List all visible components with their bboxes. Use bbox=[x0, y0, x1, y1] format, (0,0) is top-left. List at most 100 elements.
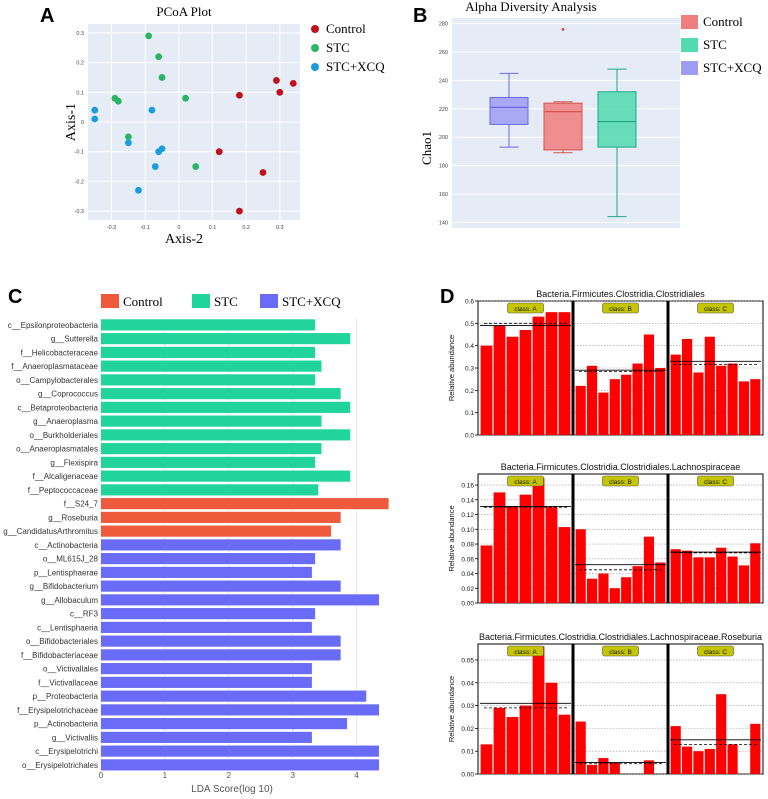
lda-bar bbox=[101, 690, 367, 702]
box-outlier bbox=[561, 27, 565, 31]
alpha-y-tick: 140 bbox=[439, 220, 448, 226]
lda-bar bbox=[101, 745, 380, 757]
lda-legend-swatch bbox=[101, 294, 119, 308]
lda-legend-label: Control bbox=[123, 294, 163, 309]
pcoa-legend-marker bbox=[311, 63, 319, 71]
pcoa-point-stc bbox=[145, 32, 152, 40]
alpha-y-label: Chao1 bbox=[419, 131, 434, 165]
abundance-bar bbox=[532, 646, 545, 774]
pcoa-point-stc bbox=[182, 94, 189, 102]
lda-category-label: g__Allobaculum bbox=[41, 596, 98, 605]
abundance-chart-2: Bacteria.Firmicutes.Clostridia.Clostridi… bbox=[447, 462, 764, 608]
lda-bar bbox=[101, 580, 341, 592]
abundance-y-tick: 0.14 bbox=[461, 497, 474, 504]
lda-bar bbox=[101, 566, 312, 578]
lda-x-tick: 3 bbox=[291, 771, 296, 780]
lda-category-label: p__Lentisphaerae bbox=[34, 568, 99, 577]
pcoa-x-tick: 0 bbox=[177, 225, 180, 231]
abundance-bar bbox=[493, 492, 506, 603]
pcoa-y-tick: -0.2 bbox=[75, 179, 84, 185]
abundance-bar bbox=[716, 547, 727, 603]
pcoa-y-label: Axis-1 bbox=[64, 103, 79, 141]
lda-bar bbox=[101, 346, 316, 358]
alpha-diversity-plot: Alpha Diversity Analysis 140 160 180 200 220… bbox=[419, 0, 762, 228]
alpha-y-tick: 280 bbox=[439, 22, 448, 28]
abundance-chart-1: Bacteria.Firmicutes.Clostridia.Clostridi… bbox=[447, 289, 764, 440]
pcoa-point-stc bbox=[192, 163, 200, 170]
pcoa-legend-label: Control bbox=[326, 21, 366, 36]
abundance-y-tick: 0.02 bbox=[461, 586, 474, 593]
lda-bar bbox=[101, 374, 316, 386]
abundance-bar bbox=[655, 562, 666, 603]
lda-bar bbox=[101, 415, 322, 427]
abundance-bar bbox=[632, 363, 643, 435]
lda-legend-swatch bbox=[192, 294, 210, 308]
lda-plot: Control STC STC+XCQ c__Epsilonproteobacter… bbox=[3, 294, 389, 795]
abundance-bar bbox=[693, 751, 704, 774]
pcoa-point-control bbox=[273, 77, 280, 84]
lda-x-tick: 0 bbox=[99, 771, 104, 780]
lda-tick-labels: 0 1 2 3 4 bbox=[99, 771, 360, 780]
alpha-tick-labels: 140 160 180 200 220 240 260 280 bbox=[439, 22, 448, 227]
abundance-y-label: Relative abundance bbox=[447, 676, 456, 742]
alpha-y-tick: 240 bbox=[439, 78, 448, 84]
abundance-bar bbox=[532, 477, 545, 603]
lda-bar bbox=[101, 635, 341, 647]
abundance-class-badge bbox=[507, 302, 544, 314]
lda-category-label: c__Lentisphaeria bbox=[37, 623, 98, 632]
lda-bars bbox=[101, 319, 389, 771]
lda-bar bbox=[101, 401, 351, 413]
lda-category-label: c__Epsilonproteobacteria bbox=[8, 321, 99, 330]
abundance-y-tick: 0.01 bbox=[461, 749, 474, 756]
pcoa-point-stc-xcq bbox=[151, 163, 159, 170]
abundance-class-label: class: A bbox=[514, 649, 537, 656]
lda-category-label: g__Flexispira bbox=[50, 458, 98, 467]
pcoa-x-tick: -0.1 bbox=[140, 225, 149, 231]
abundance-y-tick: 0.5 bbox=[465, 321, 474, 328]
alpha-box-stc-xcq bbox=[489, 72, 529, 148]
lda-bar bbox=[101, 718, 348, 730]
abundance-class-label: class: A bbox=[514, 479, 537, 486]
lda-category-label: f__Helicobacteraceae bbox=[21, 348, 99, 357]
lda-category-label: g__CandidatusArthromitus bbox=[3, 527, 98, 536]
lda-bar bbox=[101, 443, 322, 455]
abundance-y-tick: 0.03 bbox=[461, 703, 474, 710]
alpha-legend-swatch bbox=[681, 38, 698, 52]
abundance-bar bbox=[480, 345, 493, 435]
alpha-y-tick: 160 bbox=[439, 192, 448, 198]
pcoa-legend-marker bbox=[311, 25, 319, 33]
abundance-class-badge bbox=[602, 645, 639, 657]
lda-category-label: o__Campylobacterales bbox=[16, 376, 98, 385]
lda-category-label: g__Victivallis bbox=[52, 733, 98, 742]
pcoa-y-tick: 0.3 bbox=[76, 31, 84, 37]
alpha-box-stc bbox=[597, 68, 637, 218]
abundance-title: Bacteria.Firmicutes.Clostridia.Clostridi… bbox=[536, 289, 705, 299]
abundance-class-label: class: B bbox=[609, 306, 632, 313]
lda-category-label: g__Roseburia bbox=[48, 513, 98, 522]
lda-category-label: f__Erysipelotrichaceae bbox=[17, 706, 98, 715]
panel-label-c: C bbox=[8, 286, 22, 308]
pcoa-legend: Control STC STC+XCQ bbox=[311, 21, 385, 74]
lda-category-label: c__RF3 bbox=[70, 610, 99, 619]
box-iqr bbox=[543, 102, 583, 151]
abundance-bar bbox=[519, 494, 532, 603]
pcoa-x-tick: 0.3 bbox=[276, 225, 284, 231]
lda-category-label: c__Betaproteobacteria bbox=[18, 403, 99, 412]
abundance-bar bbox=[750, 543, 761, 603]
pcoa-x-tick: 0.2 bbox=[242, 225, 250, 231]
abundance-bar bbox=[575, 529, 586, 603]
abundance-class-label: class: C bbox=[704, 649, 727, 656]
abundance-bar bbox=[519, 705, 532, 774]
abundance-bar bbox=[545, 507, 558, 603]
alpha-y-tick: 200 bbox=[439, 135, 448, 141]
lda-x-label: LDA Score(log 10) bbox=[191, 784, 273, 795]
alpha-title: Alpha Diversity Analysis bbox=[465, 0, 596, 14]
lda-bar bbox=[101, 319, 316, 331]
lda-category-label: f__Bifidobacteriaceae bbox=[21, 651, 98, 660]
panel-label-a: A bbox=[40, 5, 54, 27]
lda-category-label: p__Actinobacteria bbox=[34, 720, 99, 729]
abundance-bar bbox=[493, 325, 506, 435]
pcoa-point-stc bbox=[158, 74, 166, 81]
abundance-bar bbox=[598, 573, 609, 603]
lda-bar bbox=[101, 539, 341, 551]
